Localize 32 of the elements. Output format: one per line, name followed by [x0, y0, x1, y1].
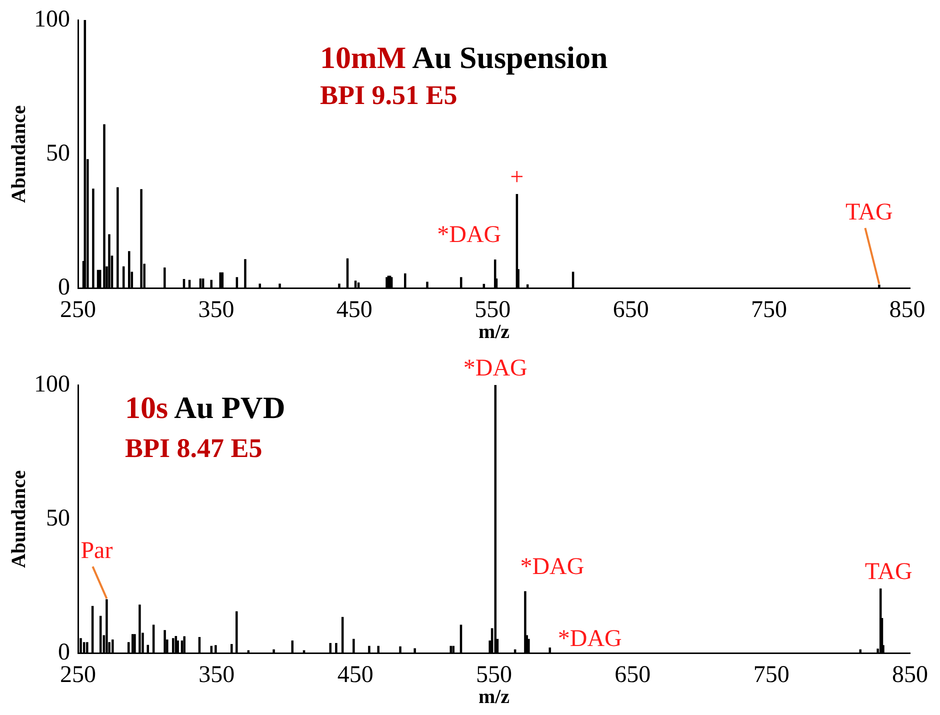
x-tick-label: 450	[336, 296, 372, 323]
annotation: TAG	[845, 199, 893, 226]
y-tick-label: 100	[34, 6, 70, 32]
x-tick-label: 750	[751, 296, 788, 323]
text: 10mM Au Suspension	[320, 40, 608, 75]
x-tick-label: 550	[476, 662, 512, 688]
y-axis-title: Abundance	[8, 470, 30, 568]
x-tick-label: 350	[198, 662, 235, 688]
x-axis-title: m/z	[478, 686, 510, 708]
text: BPI 8.47 E5	[125, 433, 262, 464]
annotation: TAG	[864, 559, 912, 586]
x-tick-label: 450	[337, 662, 374, 688]
x-tick-label: 850	[892, 662, 928, 688]
x-tick-label: 650	[614, 662, 651, 688]
x-tick-label: 650	[612, 296, 649, 323]
chart-title: 10s Au PVD	[125, 390, 286, 425]
annotation: *DAG	[520, 554, 584, 580]
x-tick-label: 350	[198, 296, 234, 323]
y-tick-label: 50	[46, 505, 70, 532]
y-tick-label: 100	[34, 371, 70, 398]
annotation: Par	[80, 538, 113, 564]
x-tick-label: 750	[753, 662, 790, 688]
annotation: *DAG	[463, 355, 528, 382]
y-axis-title: Abundance	[8, 105, 30, 204]
annotation: *DAG	[437, 222, 502, 248]
text: BPI 9.51 E5	[320, 80, 458, 111]
annotation: +	[510, 164, 524, 191]
y-tick-label: 50	[46, 140, 70, 166]
annotation: *DAG	[558, 626, 622, 652]
x-tick-label: 550	[474, 296, 511, 323]
x-tick-label: 850	[889, 296, 926, 323]
x-axis-title: m/z	[478, 321, 510, 344]
